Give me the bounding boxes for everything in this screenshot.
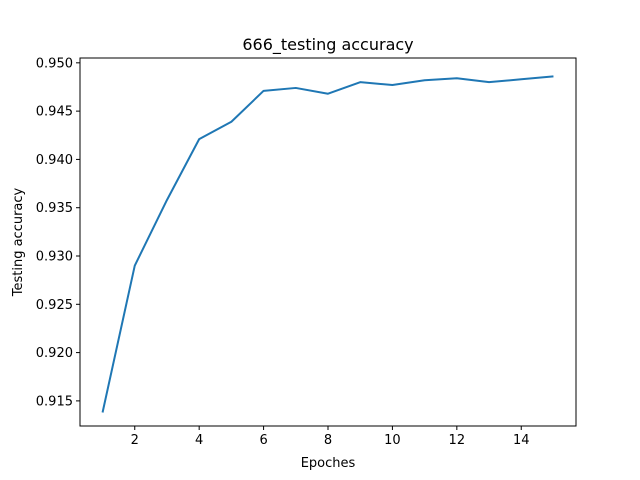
x-tick-label: 14 [513, 433, 530, 448]
x-tick-label: 10 [384, 433, 401, 448]
y-tick-label: 0.935 [36, 201, 73, 216]
axes-frame [79, 57, 577, 427]
y-tick-label: 0.940 [36, 153, 73, 168]
y-tick-label: 0.915 [36, 394, 73, 409]
series-line-0 [101, 75, 554, 413]
y-tick-label: 0.920 [36, 346, 73, 361]
x-tick-label: 4 [195, 433, 203, 448]
x-axis-label: Epoches [301, 456, 356, 471]
y-axis-label: Testing accuracy [11, 187, 26, 297]
plot-area: 2 4 6 8 10 12 14 0.915 0.920 0.925 0.930 0.935 0.940… [36, 56, 577, 448]
x-tick-label: 2 [131, 433, 139, 448]
y-tick-label: 0.950 [36, 56, 73, 71]
chart-title: 666_testing accuracy [242, 35, 413, 55]
y-tick-label: 0.930 [36, 250, 73, 265]
x-tick-label: 12 [449, 433, 466, 448]
y-tick-label: 0.945 [36, 105, 73, 120]
x-tick-label: 8 [324, 433, 332, 448]
x-tick-label: 6 [259, 433, 267, 448]
y-tick-label: 0.925 [36, 298, 73, 313]
